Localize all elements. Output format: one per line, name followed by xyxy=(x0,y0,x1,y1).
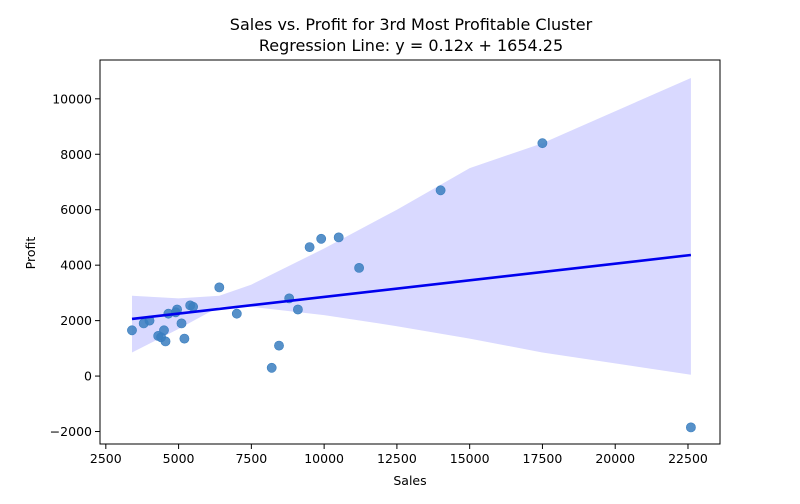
data-point xyxy=(176,318,187,329)
y-axis-label: Profit xyxy=(23,237,38,270)
data-point xyxy=(159,325,169,336)
chart-title: Sales vs. Profit for 3rd Most Profitable… xyxy=(230,15,593,34)
data-point xyxy=(188,301,198,312)
x-tick-label: 7500 xyxy=(235,451,267,466)
y-tick-label: −2000 xyxy=(50,424,92,439)
data-point xyxy=(292,304,303,315)
x-axis-label: Sales xyxy=(393,473,426,488)
regression-line xyxy=(131,253,692,321)
data-point xyxy=(214,282,225,293)
data-point xyxy=(333,232,344,243)
x-tick-label: 22500 xyxy=(668,451,708,466)
x-tick-label: 10000 xyxy=(304,451,344,466)
x-tick-label: 17500 xyxy=(523,451,563,466)
y-tick-label: 0 xyxy=(84,369,92,384)
x-tick-label: 2500 xyxy=(90,451,122,466)
data-point xyxy=(266,362,277,373)
data-point xyxy=(274,340,284,351)
y-tick-label: 4000 xyxy=(60,258,92,273)
x-tick-label: 5000 xyxy=(163,451,195,466)
x-tick-label: 20000 xyxy=(595,451,635,466)
y-tick-label: 10000 xyxy=(52,91,92,106)
data-point xyxy=(537,138,548,149)
data-point xyxy=(179,333,190,344)
data-point xyxy=(686,422,696,433)
y-tick-label: 6000 xyxy=(60,202,92,217)
plot-area: 2500 5000 7500 10000 12500 15000 17500 20000 225… xyxy=(50,59,721,466)
data-point xyxy=(160,336,171,347)
data-point xyxy=(127,325,137,336)
y-tick-label: 8000 xyxy=(60,147,92,162)
data-point xyxy=(435,185,446,196)
data-point xyxy=(231,308,242,319)
data-point xyxy=(316,233,327,244)
chart-subtitle: Regression Line: y = 0.12x + 1654.25 xyxy=(259,36,563,55)
data-point xyxy=(304,242,315,252)
plot-frame xyxy=(99,59,721,445)
x-tick-label: 12500 xyxy=(377,451,417,466)
y-tick-label: 2000 xyxy=(60,313,92,328)
x-tick-label: 15000 xyxy=(450,451,490,466)
data-point xyxy=(354,262,364,273)
confidence-band xyxy=(132,78,691,375)
